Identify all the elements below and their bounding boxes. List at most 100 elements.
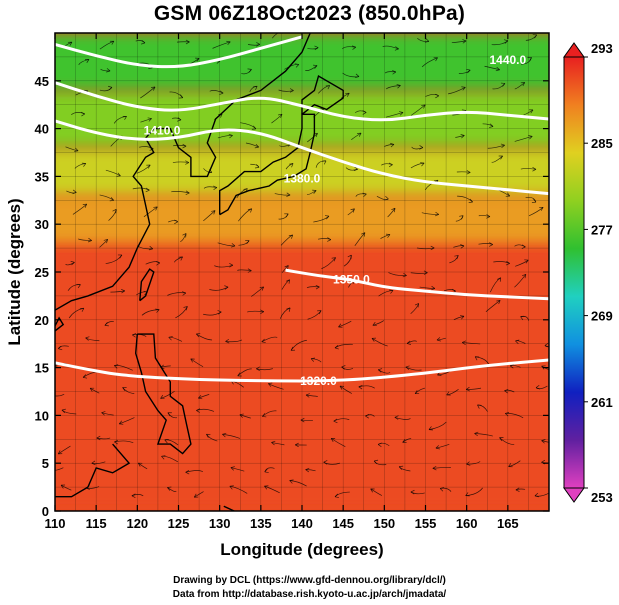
contour-label-2: 1380.0	[284, 171, 321, 185]
figure-title: GSM 06Z18Oct2023 (850.0hPa)	[153, 2, 466, 25]
x-tick-label: 160	[456, 516, 478, 531]
streamline	[203, 186, 217, 189]
streamline	[306, 286, 320, 289]
streamline-arrowhead	[333, 418, 338, 424]
streamline-arrowhead	[122, 115, 127, 120]
streamline	[305, 65, 318, 71]
streamline-arrowhead	[289, 88, 294, 93]
streamline-arrowhead	[145, 187, 150, 193]
contour-label-1: 1350.0	[333, 273, 370, 287]
streamline	[306, 190, 317, 195]
y-tick-label: 5	[42, 456, 49, 471]
streamline-arrowhead	[314, 45, 319, 51]
streamline-arrowhead	[247, 208, 253, 213]
streamline-arrowhead	[439, 487, 445, 492]
streamline-arrowhead	[468, 198, 473, 203]
streamline-arrowhead	[50, 467, 54, 471]
streamline-arrowhead	[535, 385, 540, 390]
streamline-arrowhead	[239, 413, 244, 418]
streamline-arrowhead	[500, 82, 506, 87]
y-tick-label: 25	[35, 265, 49, 280]
streamline	[271, 442, 285, 446]
y-tick-label: 40	[35, 122, 49, 137]
streamline-arrowhead	[351, 45, 356, 50]
streamline-arrowhead	[60, 484, 66, 489]
contour-label-3: 1410.0	[144, 124, 181, 138]
streamline-arrowhead	[284, 213, 289, 218]
contour-label-0: 1320.0	[300, 374, 337, 388]
streamline-arrowhead	[58, 345, 63, 351]
streamline-arrowhead	[183, 306, 188, 311]
streamline	[386, 85, 401, 90]
streamline-arrowhead	[278, 113, 283, 119]
colorbar-tick-label: 261	[591, 395, 613, 410]
colorbar-tick-label: 285	[591, 136, 613, 151]
streamline-arrowhead	[398, 465, 404, 470]
streamline-arrowhead	[327, 237, 332, 242]
streamline-arrowhead	[147, 117, 152, 122]
streamline-arrowhead	[521, 244, 526, 249]
streamline	[351, 132, 362, 140]
streamline	[167, 292, 186, 296]
streamline-arrowhead	[528, 135, 533, 140]
streamline	[264, 485, 280, 494]
streamline-arrowhead	[198, 394, 203, 400]
streamline-arrowhead	[101, 411, 106, 416]
streamline	[172, 161, 189, 163]
streamline-arrowhead	[245, 239, 250, 245]
temperature-band-1	[55, 195, 549, 244]
streamline	[212, 41, 231, 49]
streamline-arrowhead	[331, 257, 336, 262]
streamline	[405, 366, 422, 371]
streamline-arrowhead	[174, 219, 178, 225]
y-axis-label: Latitude (degrees)	[5, 198, 24, 345]
streamline-arrowhead	[460, 134, 465, 139]
streamline-arrowhead	[504, 388, 509, 394]
streamline-arrowhead	[286, 192, 291, 197]
streamline	[237, 368, 252, 377]
streamline	[455, 135, 465, 138]
streamline-arrowhead	[264, 468, 269, 473]
streamline	[140, 118, 152, 123]
streamline-arrowhead	[505, 260, 510, 266]
colorbar-ticks: 253 261 269 277 285 293	[584, 41, 613, 505]
streamline-arrowhead	[378, 368, 383, 373]
streamline-arrowhead	[496, 299, 501, 305]
streamline-arrowhead	[435, 445, 440, 450]
streamline-arrowhead	[420, 162, 425, 167]
contour-line-2	[55, 119, 549, 196]
streamline	[101, 412, 114, 416]
streamline-arrowhead	[474, 356, 480, 361]
streamline-arrowhead	[217, 310, 222, 315]
streamline	[384, 71, 396, 74]
streamline-arrowhead	[334, 493, 340, 498]
streamline-arrowhead	[178, 94, 184, 99]
colorbar-min-arrow	[563, 487, 585, 503]
streamline-arrowhead	[433, 57, 438, 62]
streamline-arrowhead	[531, 198, 537, 203]
streamline	[214, 264, 233, 268]
streamline-arrowhead	[260, 309, 264, 314]
streamline-arrowhead	[167, 412, 172, 417]
colorbar-scale	[563, 56, 585, 489]
streamline	[499, 437, 515, 445]
streamline-arrowhead	[365, 413, 370, 419]
x-tick-label: 125	[168, 516, 190, 531]
streamline-arrowhead	[385, 233, 391, 238]
streamline-arrowhead	[436, 337, 441, 342]
streamline	[550, 232, 563, 238]
streamline	[456, 171, 471, 173]
streamline-arrowhead	[315, 284, 320, 290]
streamline	[274, 193, 291, 196]
streamline	[58, 445, 71, 455]
streamline-arrowhead	[289, 163, 294, 168]
streamline-arrowhead	[213, 185, 218, 191]
streamline-arrowhead	[76, 284, 81, 289]
x-tick-label: 145	[332, 516, 354, 531]
streamline-arrowhead	[527, 57, 532, 62]
streamline	[261, 336, 278, 343]
streamline-arrowhead	[500, 143, 505, 148]
streamline-arrowhead	[390, 142, 395, 148]
streamline-arrowhead	[460, 244, 465, 249]
